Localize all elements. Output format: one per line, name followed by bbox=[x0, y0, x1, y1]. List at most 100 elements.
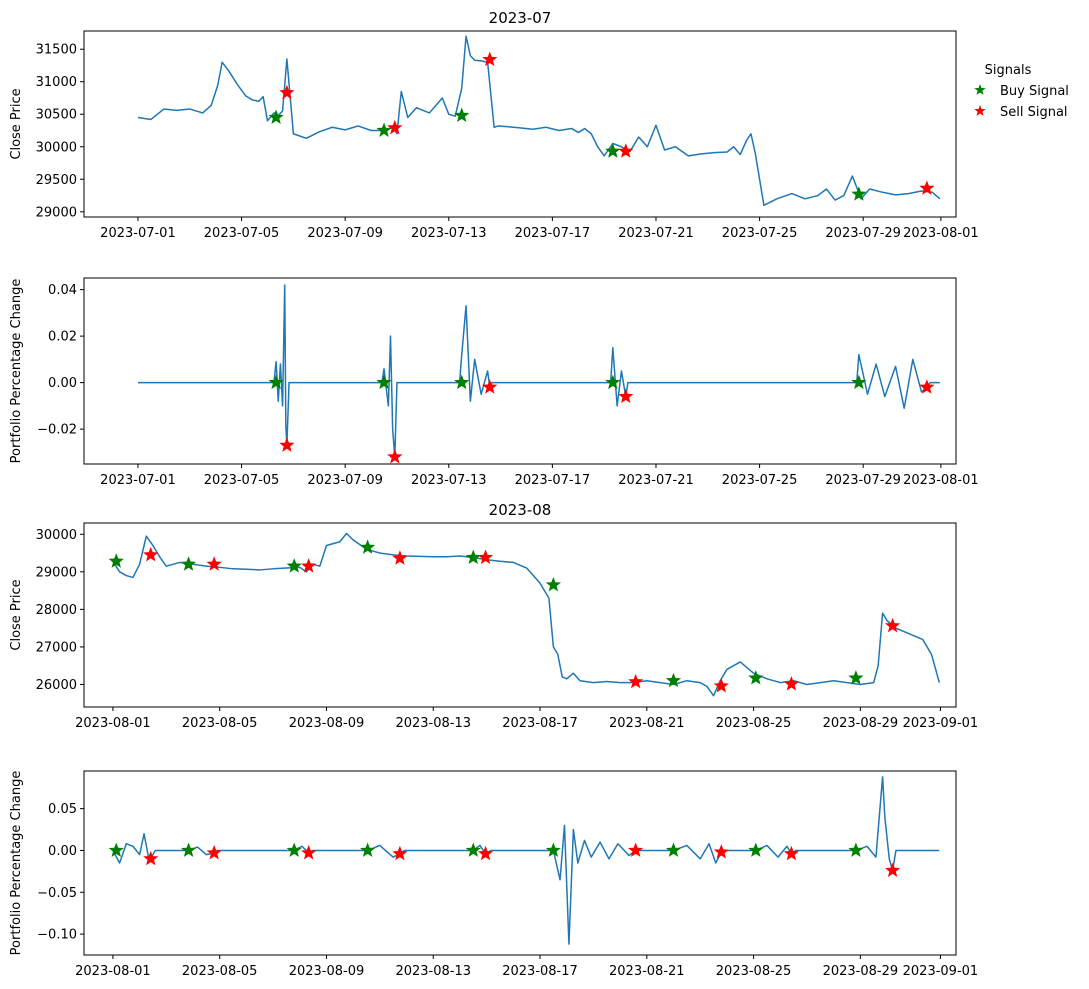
y-tick-label: 28000 bbox=[36, 603, 77, 618]
x-tick-label: 2023-08-17 bbox=[502, 716, 578, 731]
y-tick-label: 0.04 bbox=[48, 283, 77, 298]
x-tick-label: 2023-07-25 bbox=[722, 226, 798, 241]
x-tick-label: 2023-08-21 bbox=[609, 964, 685, 979]
y-tick-label: 29500 bbox=[36, 173, 77, 188]
series-line bbox=[112, 776, 940, 945]
y-axis-label: Close Price bbox=[9, 88, 24, 159]
y-tick-label: 30000 bbox=[36, 528, 77, 543]
panel-title: 2023-08 bbox=[489, 501, 552, 519]
y-tick-label: 0.05 bbox=[48, 802, 77, 817]
sell-signal-marker bbox=[387, 449, 403, 464]
buy-signal-marker bbox=[360, 539, 376, 554]
x-tick-label: 2023-07-13 bbox=[411, 226, 487, 241]
y-tick-label: 0.00 bbox=[48, 844, 77, 859]
sell-signal-marker bbox=[884, 862, 901, 877]
axes-frame bbox=[83, 30, 957, 218]
sell-signal-marker bbox=[387, 119, 403, 135]
x-tick-label: 2023-07-21 bbox=[618, 226, 694, 241]
legend-buy-marker bbox=[974, 84, 986, 95]
buy-signal-marker bbox=[286, 842, 302, 857]
sell-signal-marker bbox=[783, 845, 799, 861]
panel-title: 2023-07 bbox=[489, 9, 552, 27]
y-tick-label: 27000 bbox=[36, 640, 77, 655]
y-axis-label: Close Price bbox=[9, 579, 24, 650]
sell-signal-marker bbox=[477, 845, 494, 861]
y-axis-label: Portfolio Percentage Change bbox=[9, 771, 24, 956]
x-tick-label: 2023-07-09 bbox=[307, 226, 383, 241]
series-line bbox=[112, 532, 941, 697]
x-tick-label: 2023-07-09 bbox=[307, 473, 383, 488]
x-tick-label: 2023-07-01 bbox=[100, 226, 176, 241]
y-tick-label: −0.02 bbox=[37, 423, 77, 438]
buy-signal-marker bbox=[108, 842, 124, 857]
sell-signal-marker bbox=[884, 617, 901, 633]
y-axis-label: Portfolio Percentage Change bbox=[9, 279, 24, 464]
y-tick-label: −0.05 bbox=[37, 886, 77, 901]
x-tick-label: 2023-08-05 bbox=[182, 964, 258, 979]
legend-title: Signals bbox=[985, 63, 1032, 78]
x-tick-label: 2023-07-29 bbox=[825, 226, 901, 241]
x-tick-label: 2023-08-09 bbox=[289, 964, 365, 979]
y-tick-label: 31500 bbox=[36, 43, 77, 58]
x-tick-label: 2023-07-21 bbox=[618, 473, 694, 488]
sell-signal-marker bbox=[618, 143, 634, 158]
legend-entry-sell: Sell Signal bbox=[1000, 105, 1068, 120]
chart-panel-4: 2023-08-01 2023-08-05 2023-08-09 2023-08-13… bbox=[9, 770, 979, 979]
buy-signal-marker bbox=[286, 558, 302, 573]
buy-signal-marker bbox=[665, 672, 682, 688]
series-line bbox=[137, 35, 941, 207]
buy-signal-marker bbox=[268, 374, 284, 390]
y-tick-label: −0.10 bbox=[37, 928, 77, 943]
y-tick-label: 30000 bbox=[36, 140, 77, 155]
sell-signal-marker bbox=[301, 558, 317, 573]
sell-signal-marker bbox=[713, 677, 729, 693]
buy-signal-marker bbox=[376, 374, 392, 390]
sell-signal-marker bbox=[279, 437, 295, 452]
x-tick-label: 2023-07-29 bbox=[825, 473, 901, 488]
chart-panel-2: 2023-07-01 2023-07-05 2023-07-09 2023-07-13… bbox=[9, 277, 979, 488]
sell-signal-marker bbox=[628, 673, 644, 689]
buy-signal-marker bbox=[180, 556, 197, 571]
axes-frame bbox=[83, 770, 957, 956]
x-tick-label: 2023-07-05 bbox=[204, 473, 280, 488]
x-tick-label: 2023-09-01 bbox=[903, 716, 979, 731]
buy-signal-marker bbox=[748, 842, 764, 857]
x-tick-label: 2023-08-13 bbox=[395, 716, 471, 731]
axes-frame bbox=[83, 522, 957, 708]
y-tick-label: 0.02 bbox=[48, 330, 77, 345]
legend-sell-marker bbox=[974, 105, 986, 116]
sell-signal-marker bbox=[713, 844, 729, 859]
chart-panel-1: 2023-07-01 2023-07-05 2023-07-09 2023-07-13… bbox=[9, 9, 979, 241]
buy-signal-marker bbox=[545, 842, 561, 857]
legend-entry-buy: Buy Signal bbox=[1000, 84, 1069, 99]
x-tick-label: 2023-08-01 bbox=[903, 226, 979, 241]
y-tick-label: 29000 bbox=[36, 565, 77, 580]
legend: Signals Buy Signal Sell Signal bbox=[974, 63, 1069, 120]
sell-signal-marker bbox=[919, 379, 935, 394]
x-tick-label: 2023-08-25 bbox=[716, 716, 792, 731]
buy-signal-marker bbox=[108, 553, 124, 568]
x-tick-label: 2023-07-01 bbox=[100, 473, 176, 488]
sell-signal-marker bbox=[477, 549, 494, 565]
series-line bbox=[137, 284, 940, 458]
buy-signal-marker bbox=[465, 842, 481, 857]
sell-signal-marker bbox=[482, 379, 498, 394]
x-tick-label: 2023-08-05 bbox=[182, 716, 258, 731]
sell-signal-marker bbox=[618, 388, 634, 404]
sell-signal-marker bbox=[919, 180, 935, 195]
x-tick-label: 2023-08-01 bbox=[75, 964, 151, 979]
buy-signal-marker bbox=[376, 122, 392, 137]
sell-signal-marker bbox=[206, 844, 222, 860]
buy-signal-marker bbox=[545, 576, 561, 592]
x-tick-label: 2023-09-01 bbox=[903, 964, 979, 979]
sell-signal-marker bbox=[206, 556, 222, 571]
y-tick-label: 29000 bbox=[36, 205, 77, 220]
buy-signal-marker bbox=[748, 670, 764, 685]
x-tick-label: 2023-07-17 bbox=[515, 473, 591, 488]
buy-signal-marker bbox=[848, 842, 864, 857]
sell-signal-marker bbox=[628, 842, 644, 857]
x-tick-label: 2023-07-17 bbox=[515, 226, 591, 241]
x-tick-label: 2023-08-01 bbox=[903, 473, 979, 488]
x-tick-label: 2023-08-21 bbox=[609, 716, 685, 731]
